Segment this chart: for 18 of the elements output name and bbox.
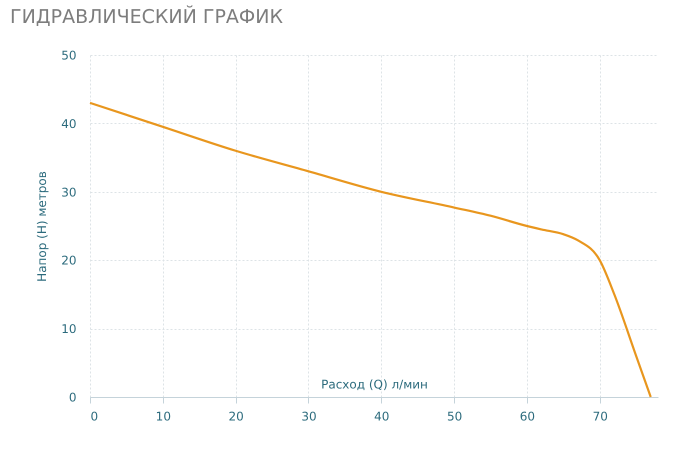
chart-title: ГИДРАВЛИЧЕСКИЙ ГРАФИК <box>10 5 284 28</box>
y-tick-label: 30 <box>61 185 76 200</box>
y-tick-label: 40 <box>61 116 76 131</box>
x-tick-label: 0 <box>90 410 98 424</box>
y-tick-label: 50 <box>61 48 76 62</box>
x-axis-title: Расход (Q) л/мин <box>321 378 428 392</box>
x-tick-label: 20 <box>228 410 244 424</box>
y-axis-title: Напор (H) метров <box>35 171 50 282</box>
y-tick-label: 10 <box>61 322 76 336</box>
x-tick-label: 50 <box>446 410 462 424</box>
x-tick-label: 40 <box>374 410 390 424</box>
y-tick-label: 20 <box>61 254 76 268</box>
y-tick-label: 0 <box>68 390 76 404</box>
line-series <box>88 102 652 398</box>
x-tick-label: 30 <box>301 410 317 424</box>
x-tick-label: 60 <box>520 410 536 424</box>
x-tick-label: 10 <box>156 410 171 424</box>
x-tick-label: 70 <box>592 410 608 424</box>
